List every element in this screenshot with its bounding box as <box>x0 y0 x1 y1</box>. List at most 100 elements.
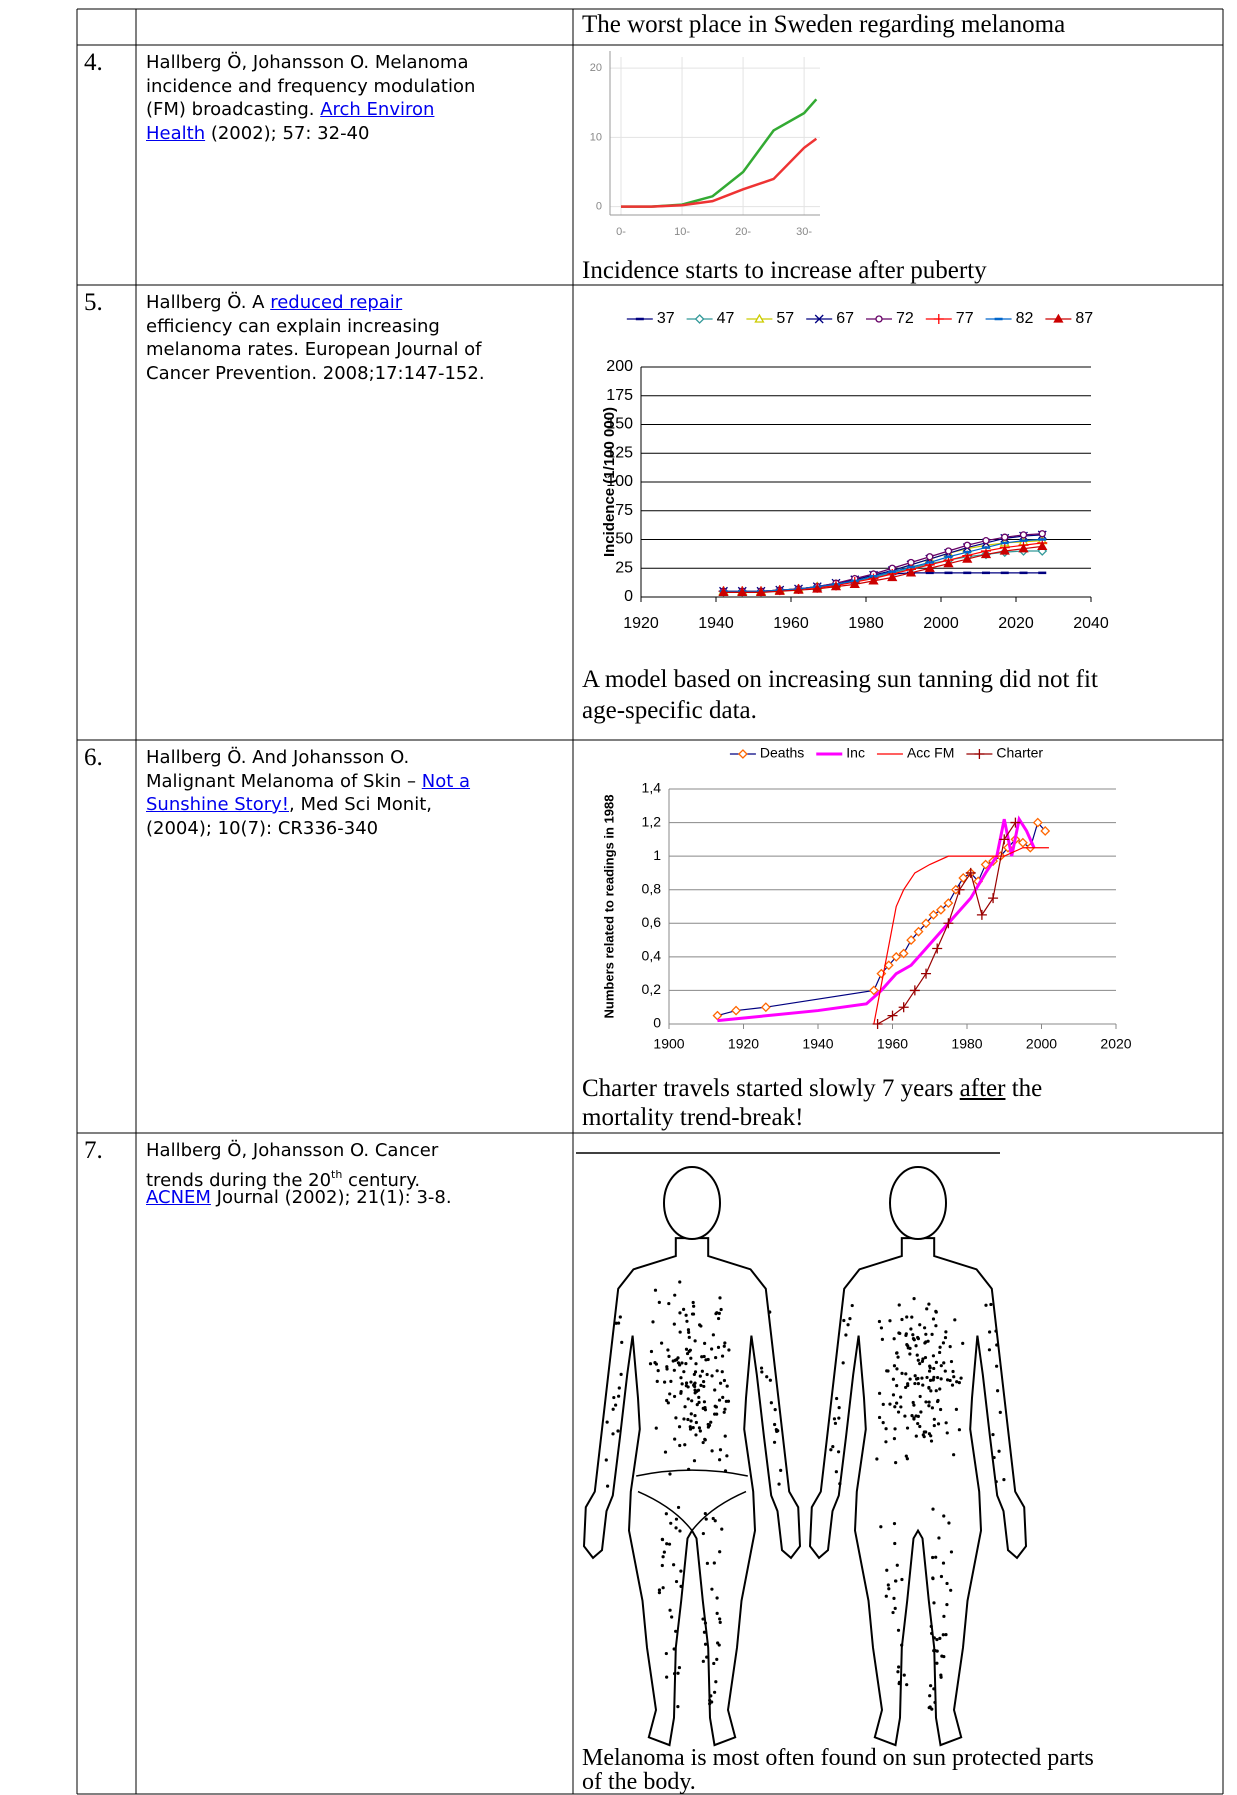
mole <box>999 1411 1002 1414</box>
legend-label: 47 <box>717 310 735 327</box>
mole <box>929 1366 932 1369</box>
mole <box>882 1403 885 1406</box>
x-tick-label: 1940 <box>698 615 734 632</box>
text-line: Hallberg Ö. A reduced repair <box>146 291 485 315</box>
mole <box>927 1404 930 1407</box>
mole <box>687 1397 690 1400</box>
mole <box>900 1644 903 1647</box>
mole <box>934 1324 937 1327</box>
mole <box>714 1312 717 1315</box>
mole <box>935 1662 938 1665</box>
mole <box>936 1399 939 1402</box>
mole <box>914 1344 917 1347</box>
mole <box>899 1405 902 1408</box>
mole <box>844 1333 847 1336</box>
mole <box>769 1379 772 1382</box>
mole <box>775 1428 778 1431</box>
mole <box>678 1529 681 1532</box>
mole <box>994 1329 997 1332</box>
mole <box>934 1556 937 1559</box>
legend-label: 57 <box>776 310 794 327</box>
mole <box>706 1562 709 1565</box>
mole <box>942 1361 945 1364</box>
text-span: age-specific data. <box>582 697 757 724</box>
mole <box>926 1340 929 1343</box>
mole <box>683 1443 686 1446</box>
mole <box>995 1480 998 1483</box>
mole <box>936 1376 939 1379</box>
series-line <box>724 541 1043 592</box>
mole <box>949 1379 952 1382</box>
mole <box>837 1450 840 1453</box>
text-span: (2004); 10(7): CR336-340 <box>146 818 378 839</box>
mole <box>723 1379 726 1382</box>
mole <box>833 1417 836 1420</box>
series-line <box>724 546 1043 592</box>
mole <box>912 1401 915 1404</box>
mole <box>945 1421 948 1424</box>
link[interactable]: Sunshine Story! <box>146 794 289 815</box>
mole <box>715 1596 718 1599</box>
mole <box>679 1376 682 1379</box>
mole <box>672 1359 675 1362</box>
mole <box>906 1426 909 1429</box>
mole <box>717 1317 720 1320</box>
mole <box>673 1294 676 1297</box>
mole <box>923 1326 926 1329</box>
text-span: Incidence starts to increase after puber… <box>582 257 987 284</box>
mole <box>707 1358 710 1361</box>
mole <box>709 1421 712 1424</box>
link[interactable]: Arch Environ <box>320 99 434 120</box>
mole <box>924 1430 927 1433</box>
text-line: (2004); 10(7): CR336-340 <box>146 817 470 841</box>
mole <box>933 1701 936 1704</box>
mole <box>727 1348 730 1351</box>
mole <box>935 1310 938 1313</box>
mole <box>719 1448 722 1451</box>
mole <box>658 1588 661 1591</box>
mole <box>929 1379 932 1382</box>
mole <box>620 1341 623 1344</box>
mole <box>699 1429 702 1432</box>
link[interactable]: reduced repair <box>270 292 402 313</box>
link[interactable]: ACNEM <box>146 1187 211 1208</box>
mole <box>919 1410 922 1413</box>
x-tick-label: 2020 <box>1100 1036 1131 1052</box>
mole <box>936 1650 939 1653</box>
mole <box>718 1296 721 1299</box>
mole <box>903 1414 906 1417</box>
mole <box>770 1401 773 1404</box>
mole <box>704 1512 707 1515</box>
mole <box>678 1444 681 1447</box>
mole <box>773 1441 776 1444</box>
mole <box>687 1331 690 1334</box>
mole <box>685 1348 688 1351</box>
mole <box>682 1308 685 1311</box>
mole <box>649 1362 652 1365</box>
mole <box>708 1699 711 1702</box>
mole <box>988 1348 991 1351</box>
mole <box>932 1367 935 1370</box>
link[interactable]: Health <box>146 123 205 144</box>
mole <box>940 1575 943 1578</box>
reference: Hallberg Ö. And Johansson O.Malignant Me… <box>146 746 470 840</box>
mole <box>929 1389 932 1392</box>
link[interactable]: Not a <box>422 771 470 792</box>
mole <box>668 1543 671 1546</box>
mole <box>704 1622 707 1625</box>
marker <box>977 910 987 920</box>
mole <box>704 1438 707 1441</box>
mole <box>938 1346 941 1349</box>
text-span: the <box>1005 1075 1042 1102</box>
y-tick-label: 1,2 <box>642 813 662 829</box>
x-tick-label: 1980 <box>951 1036 982 1052</box>
mole <box>842 1319 845 1322</box>
mole <box>875 1457 878 1460</box>
mole <box>714 1356 717 1359</box>
mole <box>937 1422 940 1425</box>
text-span: of the body. <box>582 1769 696 1795</box>
mole <box>718 1458 721 1461</box>
text-line: Health (2002); 57: 32-40 <box>146 122 475 146</box>
legend-label: Deaths <box>760 745 804 761</box>
mole <box>673 1672 676 1675</box>
